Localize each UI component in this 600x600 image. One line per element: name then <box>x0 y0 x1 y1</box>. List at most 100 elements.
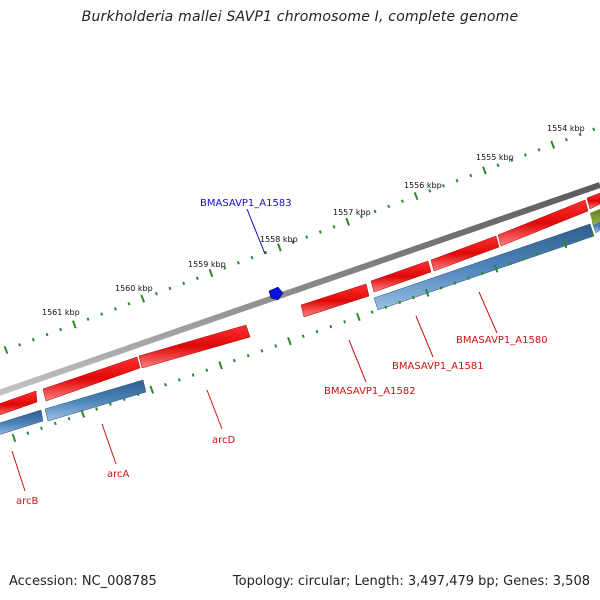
label-BMASAVP1_A1582[interactable]: BMASAVP1_A1582 <box>324 386 416 397</box>
leader-arcA <box>101 423 117 465</box>
tick-label-1555: 1555 kbp <box>476 153 514 162</box>
inner-ring-minor-tick <box>480 271 484 276</box>
inner-ring-minor-tick <box>205 368 209 372</box>
leader-BMASAVP1_A1582 <box>348 339 367 383</box>
outer-ring-minor-tick <box>537 148 541 152</box>
inner-ring-minor-tick <box>40 426 43 431</box>
inner-ring-minor-tick <box>329 324 333 329</box>
inner-ring-major-tick <box>149 385 155 394</box>
inner-ring-minor-tick <box>191 373 195 377</box>
inner-ring-minor-tick <box>508 261 512 266</box>
gene-arcB-forward[interactable] <box>0 390 38 418</box>
tick-label-1557: 1557 kbp <box>333 208 371 217</box>
accession-text: Accession: NC_008785 <box>9 574 157 589</box>
inner-ring-minor-tick <box>274 344 278 348</box>
tick-label-1554: 1554 kbp <box>547 124 585 133</box>
outer-ring-minor-tick <box>469 173 473 178</box>
inner-ring-minor-tick <box>370 310 374 314</box>
inner-ring-minor-tick <box>411 295 415 300</box>
rna-gene-BMASAVP1_A1583[interactable] <box>268 286 284 301</box>
label-BMASAVP1_A1581[interactable]: BMASAVP1_A1581 <box>392 361 484 372</box>
tick-label-1559: 1559 kbp <box>188 260 226 269</box>
inner-ring-minor-tick <box>301 334 305 339</box>
inner-ring-major-tick <box>11 433 17 443</box>
gene-reverse-arcA[interactable] <box>44 379 147 422</box>
outer-ring-minor-tick <box>496 163 500 168</box>
inner-ring-minor-tick <box>246 353 250 358</box>
outer-ring-minor-tick <box>31 337 35 342</box>
outer-ring-minor-tick <box>592 127 596 132</box>
label-arcD[interactable]: arcD <box>212 435 236 446</box>
leader-BMASAVP1_A1581 <box>415 315 434 358</box>
outer-ring-minor-tick <box>578 132 582 137</box>
outer-ring-major-tick <box>345 217 351 226</box>
outer-ring-minor-tick <box>100 312 104 316</box>
outer-ring-minor-tick <box>45 332 49 337</box>
inner-ring-minor-tick <box>164 382 167 387</box>
outer-ring-major-tick <box>208 268 214 278</box>
outer-ring-major-tick <box>482 166 487 175</box>
inner-ring-minor-tick <box>26 431 30 435</box>
outer-ring-major-tick <box>71 320 77 329</box>
gene-reverse-A1581[interactable] <box>373 223 595 311</box>
tick-label-1561: 1561 kbp <box>42 308 80 317</box>
outer-ring-minor-tick <box>264 250 268 255</box>
inner-ring-minor-tick <box>122 397 126 402</box>
outer-ring-major-tick <box>3 345 9 355</box>
other-feature-green[interactable] <box>590 209 600 225</box>
outer-ring-minor-tick <box>564 137 568 142</box>
gene-forward-next-1[interactable] <box>497 199 589 247</box>
label-arcA[interactable]: arcA <box>107 469 130 480</box>
gene-arcD-forward[interactable] <box>138 324 251 369</box>
inner-ring-minor-tick <box>95 407 99 411</box>
gene-reverse-arcB[interactable] <box>0 409 44 437</box>
outer-ring-minor-tick <box>387 204 391 209</box>
gene-BMASAVP1_A1582[interactable] <box>300 283 370 318</box>
inner-ring-minor-tick <box>108 402 112 406</box>
inner-ring-minor-tick <box>577 237 581 242</box>
tick-labels: 1554 kbp 1555 kbp 1556 kbp 1557 kbp 1558… <box>42 124 585 317</box>
inner-ring-minor-tick <box>343 320 347 324</box>
forward-strand-track <box>0 192 600 418</box>
outer-ring-major-tick <box>277 243 282 252</box>
outer-ring-minor-tick <box>332 225 336 229</box>
map-title: Burkholderia mallei SAVP1 chromosome I, … <box>81 9 519 25</box>
outer-ring-minor-tick <box>59 327 63 332</box>
label-BMASAVP1_A1583[interactable]: BMASAVP1_A1583 <box>200 198 292 209</box>
outer-ring-minor-tick <box>18 343 22 347</box>
outer-ring-minor-tick <box>223 266 227 270</box>
inner-ring-minor-tick <box>260 349 264 353</box>
inner-ring-major-tick <box>287 337 292 346</box>
inner-ring-minor-tick <box>53 421 57 426</box>
gene-arcA-forward[interactable] <box>42 356 141 402</box>
leader-BMASAVP1_A1583 <box>246 208 266 255</box>
inner-ring-minor-tick <box>136 392 140 397</box>
tick-label-1560: 1560 kbp <box>115 284 153 293</box>
tick-label-1556: 1556 kbp <box>404 181 442 190</box>
outer-ring-minor-tick <box>182 281 186 286</box>
label-arcB[interactable]: arcB <box>16 496 39 507</box>
inner-ring-major-tick <box>218 361 223 370</box>
outer-ring-major-tick <box>140 294 146 303</box>
inner-ring-minor-tick <box>591 232 594 237</box>
outer-ring-minor-tick <box>523 153 527 157</box>
inner-ring-minor-tick <box>467 276 470 280</box>
outer-ring-minor-tick <box>236 261 240 265</box>
gene-forward-next-2[interactable] <box>586 192 600 210</box>
inner-ring-minor-tick <box>67 416 71 421</box>
inner-ring-minor-tick <box>398 300 402 305</box>
label-BMASAVP1_A1580[interactable]: BMASAVP1_A1580 <box>456 335 548 346</box>
outer-ring-minor-tick <box>510 158 514 162</box>
inner-ring-minor-tick <box>177 378 181 382</box>
outer-ring-minor-tick <box>195 276 199 280</box>
outer-tick-ring <box>3 127 596 355</box>
outer-ring-minor-tick <box>455 178 459 183</box>
gene-BMASAVP1_A1580[interactable] <box>430 235 500 272</box>
inner-ring-minor-tick <box>439 286 443 290</box>
outer-ring-minor-tick <box>359 214 363 219</box>
gene-BMASAVP1_A1581[interactable] <box>370 260 432 293</box>
inner-ring-minor-tick <box>315 329 319 334</box>
gene-labels: BMASAVP1_A1583 BMASAVP1_A1580 BMASAVP1_A… <box>16 198 548 507</box>
